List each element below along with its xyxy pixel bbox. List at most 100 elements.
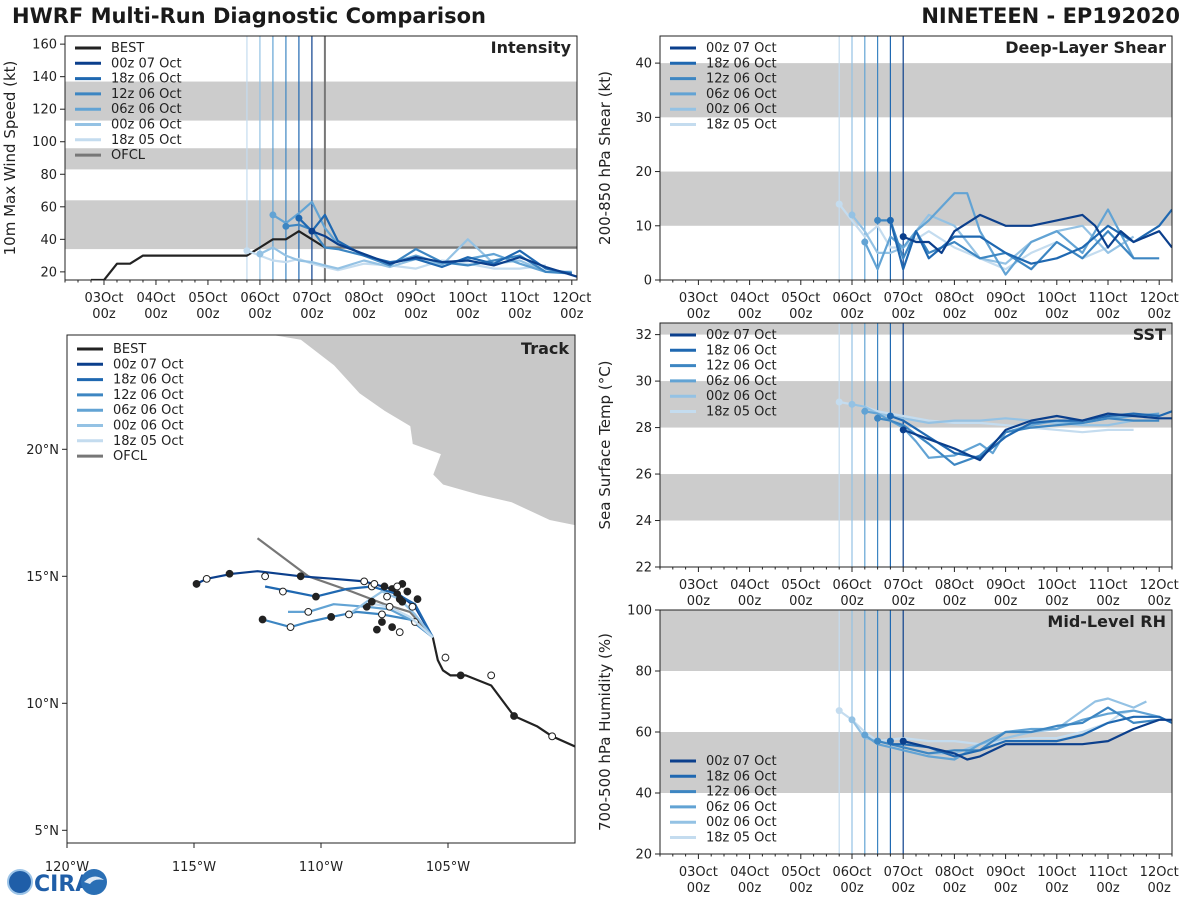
track-point	[413, 595, 422, 604]
x-tick-label: 00z	[1045, 307, 1069, 322]
track-18z-06-oct	[264, 585, 434, 638]
x-tick-label: 06Oct	[832, 291, 871, 306]
x-tick-label: 00z	[1148, 594, 1172, 609]
init-marker-00z-06-oct	[256, 250, 264, 258]
init-marker-06z-06-oct	[861, 238, 869, 246]
x-tick-label: 07Oct	[292, 291, 331, 306]
track-point	[345, 610, 353, 619]
y-tick-label: 120	[32, 103, 57, 118]
y-tick-label: 26	[635, 468, 652, 483]
legend-label: 00z 07 Oct	[113, 357, 184, 372]
legend-label: 12z 06 Oct	[706, 785, 777, 800]
y-tick-label: 100	[32, 135, 57, 150]
x-tick-label: 12Oct	[1140, 578, 1179, 593]
panel-title: Intensity	[491, 38, 572, 57]
track-panel: 120°W 115°W 110°W 105°W 5°N 10°N 15°N 20°N Track…	[26, 334, 576, 875]
track-point	[370, 580, 379, 588]
y-tick-label: 100	[627, 604, 652, 619]
x-tick-label: 00z	[943, 307, 967, 322]
legend-label: BEST	[113, 342, 146, 357]
x-tick-label: 00z	[994, 881, 1018, 896]
legend-label: 18z 06 Oct	[706, 56, 777, 71]
y-axis-label: Sea Surface Temp (°C)	[596, 360, 614, 529]
init-marker-00z-07-oct	[899, 737, 907, 745]
legend-label: 18z 06 Oct	[113, 373, 184, 388]
x-tick-label: 06Oct	[832, 865, 871, 880]
track-ofcl	[256, 537, 434, 639]
sst-panel: 22242628303203Oct00z04Oct00z05Oct00z06Oc…	[596, 322, 1179, 609]
init-marker-18z-05-oct	[243, 247, 251, 255]
legend-label: 06z 06 Oct	[113, 403, 184, 418]
legend-label: 12z 06 Oct	[706, 359, 777, 374]
series-best	[91, 230, 326, 280]
series-12z-06-oct	[877, 417, 1160, 466]
x-tick-label: 120°W	[45, 860, 89, 875]
x-tick-label: 06Oct	[240, 291, 279, 306]
init-marker-06z-06-oct	[861, 407, 869, 415]
y-tick-label: 10°N	[26, 697, 59, 712]
track-point	[225, 569, 234, 578]
x-tick-label: 00z	[1045, 881, 1069, 896]
x-tick-label: 11Oct	[1088, 865, 1127, 880]
x-tick-label: 00z	[738, 881, 762, 896]
track-point	[192, 580, 201, 588]
track-point	[487, 671, 496, 680]
y-tick-label: 40	[635, 787, 652, 802]
legend-label: 00z 07 Oct	[111, 56, 182, 71]
series-18z-05-oct	[246, 249, 546, 272]
x-tick-label: 00z	[404, 307, 428, 322]
y-tick-label: 32	[635, 328, 652, 343]
x-tick-label: 11Oct	[1088, 291, 1127, 306]
legend-label: 00z 06 Oct	[113, 419, 184, 434]
track-point	[510, 712, 518, 720]
init-marker-00z-07-oct	[308, 227, 316, 235]
x-tick-label: 00z	[943, 594, 967, 609]
legend-label: 12z 06 Oct	[111, 87, 182, 102]
x-tick-label: 10Oct	[1037, 865, 1076, 880]
land-mass	[270, 335, 575, 526]
track-point	[380, 582, 389, 591]
track-point	[372, 625, 381, 634]
shaded-band	[660, 474, 1172, 521]
y-tick-label: 20°N	[26, 443, 59, 458]
x-tick-label: 00z	[1096, 881, 1120, 896]
y-tick-label: 20	[635, 848, 652, 863]
rh-panel: 2040608010003Oct00z04Oct00z05Oct00z06Oct…	[596, 604, 1179, 897]
x-tick-label: 10Oct	[1037, 291, 1076, 306]
x-tick-label: 00z	[196, 307, 220, 322]
y-tick-label: 60	[635, 726, 652, 741]
track-point	[385, 602, 394, 611]
y-tick-label: 28	[635, 421, 652, 436]
x-tick-label: 00z	[789, 594, 813, 609]
y-tick-label: 20	[635, 165, 652, 180]
track-point	[304, 607, 313, 616]
y-tick-label: 40	[635, 57, 652, 72]
legend-label: 18z 06 Oct	[111, 72, 182, 87]
x-tick-label: 00z	[300, 307, 324, 322]
track-best	[431, 637, 575, 748]
legend-label: 00z 07 Oct	[706, 754, 777, 769]
y-tick-label: 20	[40, 265, 57, 280]
x-tick-label: 00z	[687, 307, 711, 322]
x-tick-label: 00z	[840, 307, 864, 322]
series-00z-07-oct	[902, 718, 1172, 761]
x-tick-label: 09Oct	[986, 865, 1025, 880]
legend-label: BEST	[111, 41, 144, 56]
init-marker-18z-05-oct	[835, 200, 843, 208]
x-tick-label: 00z	[738, 594, 762, 609]
legend-label: 18z 06 Oct	[706, 769, 777, 784]
shaded-band	[660, 610, 1172, 671]
track-point	[378, 618, 386, 626]
legend-label: OFCL	[111, 148, 146, 163]
track-18z-05-oct	[374, 603, 434, 639]
x-tick-label: 00z	[789, 307, 813, 322]
x-tick-label: 00z	[1096, 594, 1120, 609]
track-point	[395, 628, 404, 637]
x-tick-label: 10Oct	[448, 291, 487, 306]
x-tick-label: 03Oct	[679, 291, 718, 306]
init-marker-18z-06-oct	[886, 737, 894, 745]
y-tick-label: 80	[40, 168, 57, 183]
panel-title: Track	[521, 339, 569, 358]
track-point	[362, 602, 371, 611]
x-tick-label: 04Oct	[730, 578, 769, 593]
